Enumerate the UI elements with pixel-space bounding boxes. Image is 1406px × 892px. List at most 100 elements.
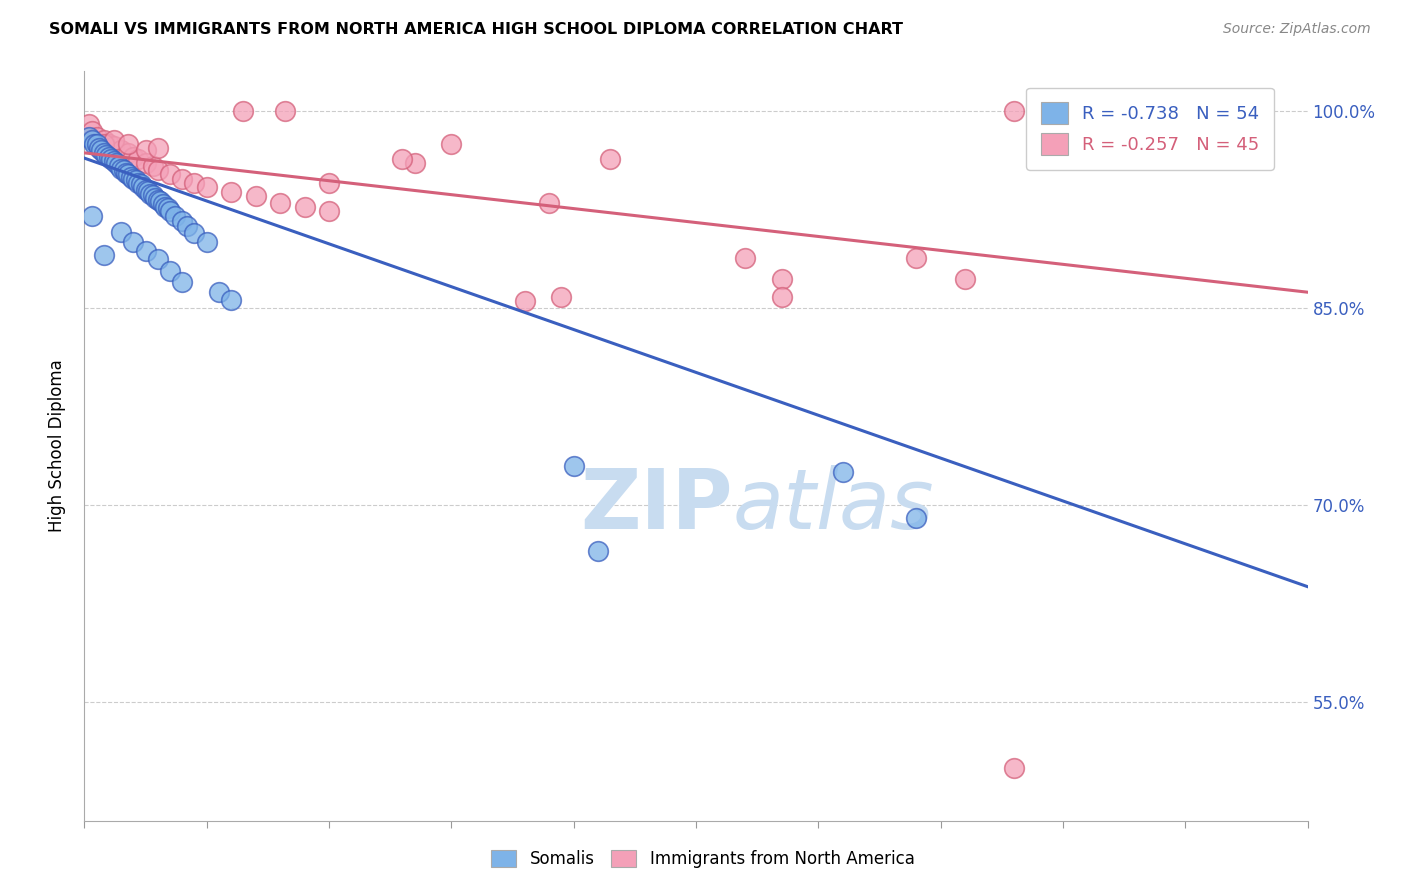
Point — [93, 248, 115, 262]
Point — [152, 197, 174, 211]
Point — [93, 145, 115, 160]
Point — [77, 117, 100, 131]
Point — [142, 159, 165, 173]
Text: ZIP: ZIP — [581, 466, 733, 547]
Point — [953, 272, 976, 286]
Point — [550, 290, 572, 304]
Point — [142, 188, 165, 202]
Text: Source: ZipAtlas.com: Source: ZipAtlas.com — [1223, 22, 1371, 37]
Y-axis label: High School Diploma: High School Diploma — [48, 359, 66, 533]
Point — [107, 159, 129, 173]
Point — [562, 458, 585, 473]
Point — [122, 235, 145, 250]
Point — [163, 209, 186, 223]
Point — [103, 139, 125, 153]
Point — [136, 184, 159, 198]
Point — [110, 161, 132, 176]
Point — [274, 103, 297, 118]
Point — [219, 293, 242, 307]
Legend: Somalis, Immigrants from North America: Somalis, Immigrants from North America — [485, 843, 921, 875]
Point — [86, 130, 108, 145]
Point — [1002, 761, 1025, 775]
Point — [83, 136, 105, 151]
Point — [117, 145, 139, 160]
Point — [100, 153, 122, 167]
Point — [208, 285, 231, 300]
Point — [135, 156, 157, 170]
Point — [1002, 103, 1025, 118]
Point — [269, 195, 291, 210]
Point — [176, 219, 198, 234]
Point — [440, 136, 463, 151]
Text: atlas: atlas — [733, 466, 935, 547]
Point — [129, 178, 152, 192]
Point — [143, 190, 166, 204]
Text: SOMALI VS IMMIGRANTS FROM NORTH AMERICA HIGH SCHOOL DIPLOMA CORRELATION CHART: SOMALI VS IMMIGRANTS FROM NORTH AMERICA … — [49, 22, 903, 37]
Point — [770, 272, 793, 286]
Point — [404, 156, 426, 170]
Point — [122, 172, 145, 186]
Point — [97, 136, 120, 151]
Point — [156, 201, 179, 215]
Point — [538, 195, 561, 210]
Point — [219, 186, 242, 200]
Point — [80, 209, 103, 223]
Point — [117, 167, 139, 181]
Point — [127, 153, 149, 167]
Point — [135, 244, 157, 259]
Point — [232, 103, 254, 118]
Point — [135, 183, 157, 197]
Point — [599, 153, 621, 167]
Point — [183, 226, 205, 240]
Point — [127, 176, 149, 190]
Point — [86, 136, 108, 151]
Point — [80, 123, 103, 137]
Point — [318, 203, 340, 218]
Point — [734, 251, 756, 265]
Point — [391, 153, 413, 167]
Point — [139, 186, 162, 201]
Point — [146, 193, 169, 207]
Point — [149, 194, 172, 209]
Point — [770, 290, 793, 304]
Point — [172, 214, 194, 228]
Point — [132, 180, 155, 194]
Point — [103, 133, 125, 147]
Point — [125, 173, 148, 187]
Point — [80, 133, 103, 147]
Point — [110, 143, 132, 157]
Point — [1101, 103, 1123, 118]
Point — [90, 143, 112, 157]
Point — [159, 203, 181, 218]
Point — [120, 169, 142, 184]
Legend: R = -0.738   N = 54, R = -0.257   N = 45: R = -0.738 N = 54, R = -0.257 N = 45 — [1026, 88, 1274, 169]
Point — [905, 511, 928, 525]
Point — [93, 136, 115, 151]
Point — [93, 133, 115, 147]
Point — [122, 150, 145, 164]
Point — [183, 176, 205, 190]
Point — [146, 140, 169, 154]
Point — [153, 200, 176, 214]
Point — [172, 172, 194, 186]
Point — [513, 294, 536, 309]
Point — [77, 130, 100, 145]
Point — [245, 189, 267, 203]
Point — [105, 156, 128, 170]
Point — [117, 136, 139, 151]
Point — [831, 465, 853, 479]
Point — [115, 165, 138, 179]
Point — [103, 153, 125, 168]
Point — [135, 143, 157, 157]
Point — [159, 264, 181, 278]
Point — [318, 176, 340, 190]
Point — [110, 225, 132, 239]
Point — [146, 252, 169, 267]
Point — [195, 235, 218, 250]
Point — [586, 544, 609, 558]
Point — [97, 150, 120, 164]
Point — [159, 167, 181, 181]
Point — [96, 148, 118, 162]
Point — [146, 163, 169, 178]
Point — [87, 140, 110, 154]
